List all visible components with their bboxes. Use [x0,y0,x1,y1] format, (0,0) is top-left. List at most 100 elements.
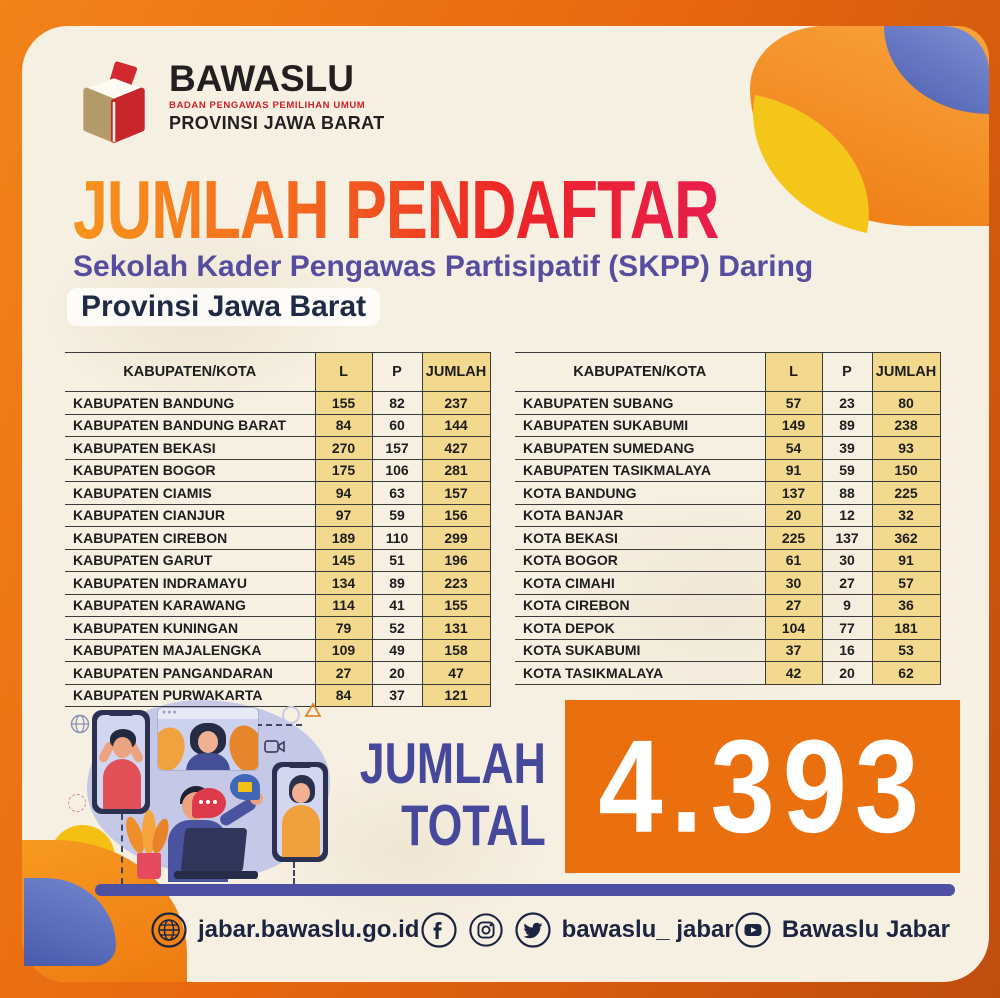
foliage [158,722,191,770]
mail-bubble-icon [230,774,260,800]
count-p-cell: 27 [821,571,873,595]
count-p-cell: 20 [371,661,423,685]
region-name-cell: KABUPATEN CIREBON [65,526,315,550]
table-row: KABUPATEN CIAMIS 94 63 157 [65,481,491,505]
dashed-connector [293,862,295,884]
region-name-cell: KOTA BEKASI [515,526,765,550]
column-header-jumlah: JUMLAH [421,352,491,392]
count-jumlah-cell: 121 [421,683,491,707]
dashed-connector [256,724,302,726]
table-row: KABUPATEN INDRAMAYU 134 89 223 [65,571,491,595]
count-jumlah-cell: 362 [871,526,941,550]
phone-screen [97,715,145,809]
count-l-cell: 155 [314,391,373,415]
man-face [113,737,132,758]
table-row: KABUPATEN TASIKMALAYA 91 59 150 [515,458,941,482]
divider-line [95,884,955,896]
count-l-cell: 94 [314,481,373,505]
count-p-cell: 89 [371,571,423,595]
count-p-cell: 49 [371,638,423,662]
count-jumlah-cell: 62 [871,661,941,685]
count-l-cell: 270 [314,436,373,460]
registrants-table-right: KABUPATEN/KOTA L P JUMLAH KABUPATEN SUBA… [515,352,941,685]
count-jumlah-cell: 237 [421,391,491,415]
count-p-cell: 110 [371,526,423,550]
woman-face [198,731,218,753]
logo-name: BAWASLU [169,58,354,99]
count-l-cell: 104 [764,616,823,640]
table-row: KABUPATEN CIREBON 189 110 299 [65,526,491,550]
circle-accent [282,706,300,724]
triangle-accent [304,702,322,717]
table-row: KOTA SUKABUMI 37 16 53 [515,638,941,662]
region-name-cell: KABUPATEN INDRAMAYU [65,571,315,595]
youtube-icon [735,912,771,948]
count-l-cell: 57 [764,391,823,415]
count-jumlah-cell: 91 [871,548,941,572]
count-p-cell: 60 [371,413,423,437]
twitter-handle-text: bawaslu_ jabar [561,916,734,943]
column-header-jumlah: JUMLAH [871,352,941,392]
table-row: KOTA BOGOR 61 30 91 [515,548,941,572]
count-l-cell: 84 [314,413,373,437]
region-name-cell: KOTA BANDUNG [515,481,765,505]
count-jumlah-cell: 181 [871,616,941,640]
count-jumlah-cell: 223 [421,571,491,595]
table-row: KOTA BANDUNG 137 88 225 [515,481,941,505]
count-l-cell: 134 [314,571,373,595]
count-jumlah-cell: 158 [421,638,491,662]
count-jumlah-cell: 238 [871,413,941,437]
count-jumlah-cell: 80 [871,391,941,415]
laptop [180,828,248,872]
count-p-cell: 20 [821,661,873,685]
total-label: JUMLAH TOTAL [359,730,546,858]
column-header-region: KABUPATEN/KOTA [65,352,315,392]
table-header-row: KABUPATEN/KOTA L P JUMLAH [65,352,491,392]
region-name-cell: KABUPATEN BANDUNG BARAT [65,413,315,437]
table-row: KOTA CIMAHI 30 27 57 [515,571,941,595]
count-l-cell: 137 [764,481,823,505]
region-label: Provinsi Jawa Barat [67,288,381,326]
count-jumlah-cell: 131 [421,616,491,640]
count-l-cell: 97 [314,503,373,527]
count-jumlah-cell: 57 [871,571,941,595]
count-l-cell: 225 [764,526,823,550]
count-p-cell: 39 [821,436,873,460]
count-p-cell: 63 [371,481,423,505]
count-l-cell: 42 [764,661,823,685]
table-row: KABUPATEN PANGANDARAN 27 20 47 [65,661,491,685]
youtube-group: Bawaslu Jabar [734,911,950,949]
count-p-cell: 77 [821,616,873,640]
count-jumlah-cell: 427 [421,436,491,460]
phone-video-left [92,710,150,814]
count-l-cell: 20 [764,503,823,527]
footer-social-bar: jabar.bawaslu.go.id bawaslu_ jabar Bawas… [150,904,950,956]
region-name-cell: KOTA TASIKMALAYA [515,661,765,685]
video-call-illustration: ●●● [50,678,370,898]
count-l-cell: 37 [764,638,823,662]
count-p-cell: 52 [371,616,423,640]
count-jumlah-cell: 196 [421,548,491,572]
count-l-cell: 189 [314,526,373,550]
count-jumlah-cell: 299 [421,526,491,550]
table-row: KABUPATEN PURWAKARTA 84 37 121 [65,683,491,707]
count-p-cell: 12 [821,503,873,527]
table-row: KABUPATEN SUBANG 57 23 80 [515,391,941,415]
table-row: KOTA TASIKMALAYA 42 20 62 [515,661,941,685]
region-name-cell: KOTA BANJAR [515,503,765,527]
region-name-cell: KABUPATEN SUKABUMI [515,413,765,437]
region-name-cell: KABUPATEN BANDUNG [65,391,315,415]
column-header-l: L [314,352,373,392]
browser-titlebar: ●●● [158,708,258,719]
column-header-l: L [764,352,823,392]
count-p-cell: 23 [821,391,873,415]
count-l-cell: 114 [314,593,373,617]
table-row: KABUPATEN KARAWANG 114 41 155 [65,593,491,617]
region-name-cell: KABUPATEN CIAMIS [65,481,315,505]
table-row: KOTA BEKASI 225 137 362 [515,526,941,550]
video-camera-icon [264,740,285,753]
phone-video-right [272,762,328,862]
table-row: KABUPATEN MAJALENGKA 109 49 158 [65,638,491,662]
count-l-cell: 79 [314,616,373,640]
count-l-cell: 109 [314,638,373,662]
